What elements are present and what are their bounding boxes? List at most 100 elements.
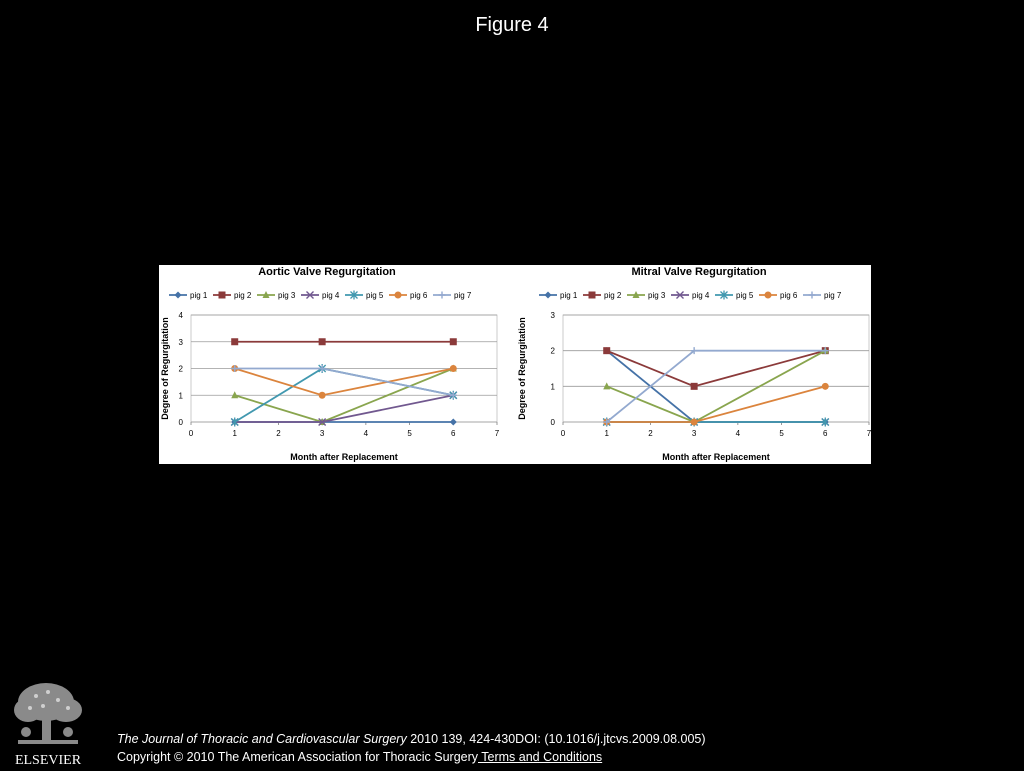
- data-point: [449, 391, 457, 399]
- legend-label: pig 1: [190, 291, 208, 300]
- y-axis-label: Degree of Regurgitation: [160, 317, 170, 420]
- data-point: [690, 382, 698, 390]
- data-point: [690, 347, 698, 355]
- data-point: [821, 382, 829, 390]
- series-pig-6: [231, 365, 457, 399]
- x-tick-label: 0: [189, 429, 194, 438]
- figure-title: Figure 4: [475, 14, 549, 36]
- data-point: [318, 338, 326, 346]
- charts-svg: Aortic Valve Regurgitation pig 1 pig 2 pig …: [160, 266, 871, 462]
- x-tick-label: 3: [692, 429, 697, 438]
- x-tick-label: 2: [648, 429, 653, 438]
- y-tick-label: 0: [551, 418, 556, 427]
- y-tick-label: 4: [179, 311, 184, 320]
- legend-marker: [632, 291, 640, 298]
- series-pig-7: [231, 365, 457, 399]
- x-tick-label: 5: [779, 429, 784, 438]
- data-point: [821, 417, 830, 427]
- x-axis-label: Month after Replacement: [662, 452, 770, 462]
- legend-marker: [306, 291, 314, 299]
- x-tick-label: 7: [867, 429, 871, 438]
- legend-marker: [394, 291, 402, 299]
- y-tick-label: 3: [551, 311, 556, 320]
- data-point: [603, 382, 611, 390]
- elsevier-logo: ELSEVIER: [8, 680, 88, 768]
- x-tick-label: 6: [451, 429, 456, 438]
- y-tick-label: 1: [551, 382, 556, 391]
- legend-label: pig 5: [366, 291, 384, 300]
- legend-marker: [544, 291, 552, 299]
- data-point: [449, 365, 457, 372]
- chart-title: Aortic Valve Regurgitation: [258, 266, 396, 278]
- y-tick-label: 3: [179, 338, 184, 347]
- terms-link[interactable]: Terms and Conditions: [478, 750, 603, 764]
- y-tick-label: 2: [551, 347, 556, 356]
- series-pig-2: [231, 338, 457, 346]
- legend-marker: [588, 291, 596, 299]
- x-tick-label: 4: [736, 429, 741, 438]
- legend-label: pig 2: [234, 291, 252, 300]
- journal-name: The Journal of Thoracic and Cardiovascul…: [117, 732, 407, 746]
- legend-label: pig 2: [604, 291, 622, 300]
- legend-label: pig 7: [824, 291, 842, 300]
- legend-marker: [262, 291, 270, 298]
- legend-marker: [808, 291, 816, 299]
- x-tick-label: 1: [232, 429, 237, 438]
- data-point: [318, 365, 326, 372]
- y-axis-label: Degree of Regurgitation: [517, 317, 527, 420]
- x-tick-label: 7: [495, 429, 500, 438]
- data-point: [449, 418, 457, 426]
- data-point: [231, 365, 239, 372]
- legend-marker: [350, 290, 358, 300]
- data-point: [821, 347, 829, 355]
- citation-line: The Journal of Thoracic and Cardiovascul…: [117, 730, 706, 748]
- legend-label: pig 4: [322, 291, 340, 300]
- legend-marker: [676, 291, 684, 299]
- series-pig-7: [603, 347, 829, 426]
- x-tick-label: 3: [320, 429, 325, 438]
- plot-area: [562, 314, 870, 423]
- data-point: [603, 347, 611, 355]
- legend-label: pig 6: [780, 291, 798, 300]
- elsevier-wordmark: ELSEVIER: [15, 753, 82, 766]
- x-tick-label: 0: [561, 429, 566, 438]
- legend-marker: [174, 291, 182, 299]
- legend-marker: [720, 290, 728, 300]
- y-tick-label: 0: [179, 418, 184, 427]
- legend-label: pig 3: [278, 291, 296, 300]
- data-point: [449, 338, 457, 346]
- legend-label: pig 1: [560, 291, 578, 300]
- legend-marker: [764, 291, 772, 299]
- data-point: [318, 418, 327, 426]
- data-point: [603, 418, 611, 426]
- series-pig-6: [603, 382, 829, 426]
- data-point: [230, 417, 239, 427]
- series-pig-2: [603, 347, 829, 390]
- chart-1: Aortic Valve Regurgitation pig 1 pig 2 pig …: [160, 266, 500, 462]
- x-tick-label: 4: [364, 429, 369, 438]
- series-line: [234, 394, 454, 423]
- legend-label: pig 3: [648, 291, 666, 300]
- legend-marker: [218, 291, 226, 299]
- chart-legend: pig 1 pig 2 pig 3 pig 4 pig 5 pig 6 pig 7: [169, 290, 472, 300]
- y-tick-label: 2: [179, 365, 184, 374]
- data-point: [231, 338, 239, 346]
- x-tick-label: 5: [407, 429, 412, 438]
- data-point: [231, 391, 239, 399]
- chart-2: Mitral Valve Regurgitation pig 1 pig 2 pig …: [517, 266, 871, 462]
- citation-details: 2010 139, 424-430DOI: (10.1016/j.jtcvs.2…: [406, 732, 706, 746]
- chart-title: Mitral Valve Regurgitation: [631, 266, 766, 278]
- series-line: [606, 385, 826, 423]
- chart-legend: pig 1 pig 2 pig 3 pig 4 pig 5 pig 6 pig 7: [539, 290, 842, 300]
- x-tick-label: 1: [604, 429, 609, 438]
- citation-footer: The Journal of Thoracic and Cardiovascul…: [117, 730, 706, 766]
- x-tick-label: 2: [276, 429, 281, 438]
- data-point: [318, 391, 326, 399]
- x-tick-label: 6: [823, 429, 828, 438]
- legend-marker: [438, 291, 446, 299]
- series-pig-4: [230, 391, 458, 426]
- legend-label: pig 4: [692, 291, 710, 300]
- copyright-text: Copyright © 2010 The American Associatio…: [117, 750, 479, 764]
- elsevier-tree-icon: ELSEVIER: [14, 683, 82, 768]
- figure-panel: Aortic Valve Regurgitation pig 1 pig 2 pig …: [159, 265, 871, 464]
